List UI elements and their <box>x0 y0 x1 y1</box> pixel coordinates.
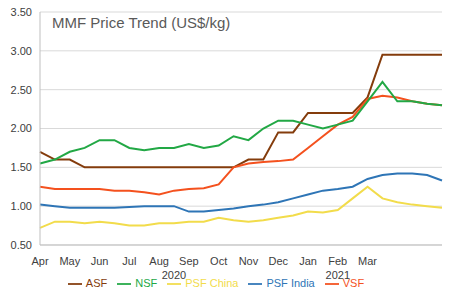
svg-text:Oct: Oct <box>210 255 227 267</box>
svg-text:Jan: Jan <box>299 255 317 267</box>
html-text:NSF: NSF <box>135 277 158 289</box>
svg-text:Nov: Nov <box>239 255 259 267</box>
svg-text:2.00: 2.00 <box>11 122 32 134</box>
svg-text:Mar: Mar <box>358 255 377 267</box>
svg-text:0.50: 0.50 <box>11 239 32 251</box>
svg-text:May: May <box>59 255 80 267</box>
svg-text:Dec: Dec <box>268 255 288 267</box>
svg-text:Apr: Apr <box>31 255 48 267</box>
svg-text:3.50: 3.50 <box>11 6 32 18</box>
svg-text:Jul: Jul <box>122 255 136 267</box>
svg-text:Aug: Aug <box>149 255 169 267</box>
svg-text:2020: 2020 <box>162 269 186 281</box>
svg-text:Feb: Feb <box>328 255 347 267</box>
svg-text:1.00: 1.00 <box>11 200 32 212</box>
svg-text:3.00: 3.00 <box>11 45 32 57</box>
html-text:ASF: ASF <box>85 277 108 289</box>
html-text:VSF: VSF <box>342 277 365 289</box>
html-text:MMF Price Trend (US$/kg): MMF Price Trend (US$/kg) <box>52 14 231 31</box>
html-text:PSF China: PSF China <box>185 277 239 289</box>
svg-text:1.50: 1.50 <box>11 161 32 173</box>
svg-text:Sep: Sep <box>179 255 199 267</box>
svg-text:Jun: Jun <box>91 255 109 267</box>
svg-text:2021: 2021 <box>326 269 350 281</box>
html-text:PSF India: PSF India <box>266 277 315 289</box>
svg-text:2.50: 2.50 <box>11 84 32 96</box>
